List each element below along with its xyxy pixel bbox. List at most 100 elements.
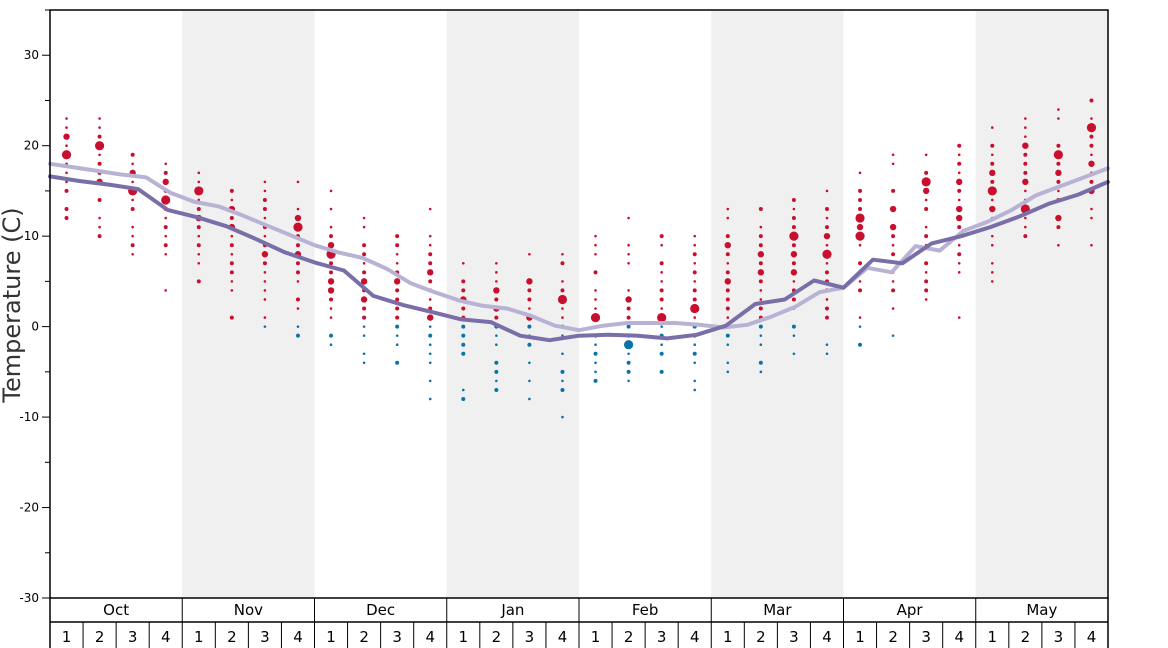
y-tick-label: 20 (24, 139, 39, 153)
data-point (461, 324, 466, 329)
data-point (792, 334, 796, 337)
data-point (823, 232, 831, 240)
data-point (757, 269, 765, 276)
data-point (824, 306, 829, 311)
data-point (461, 396, 466, 401)
data-point (362, 352, 366, 356)
data-point (693, 280, 697, 283)
data-point (957, 143, 962, 148)
data-point (924, 153, 928, 157)
data-point (725, 252, 730, 257)
data-point (461, 388, 465, 392)
month-shade (182, 10, 315, 598)
data-point (164, 162, 168, 166)
data-point (724, 278, 731, 285)
data-point (230, 234, 234, 238)
data-point (758, 279, 763, 284)
data-point (957, 261, 961, 265)
data-point (725, 333, 730, 338)
data-point (855, 231, 865, 241)
data-point (494, 387, 499, 392)
data-point (164, 216, 168, 220)
data-point (131, 180, 134, 184)
data-point (924, 288, 929, 293)
upper-trend-line (48, 161, 1110, 333)
month-label: Oct (103, 601, 129, 619)
data-point (790, 269, 798, 276)
data-point (758, 234, 763, 239)
data-point (956, 205, 963, 213)
data-point (858, 207, 863, 212)
data-point (98, 153, 101, 157)
data-point (362, 261, 366, 265)
data-point (395, 288, 400, 293)
data-point (1022, 178, 1029, 186)
data-point (725, 297, 730, 302)
data-point (1056, 161, 1061, 166)
data-point (428, 279, 433, 284)
data-point (461, 333, 466, 338)
week-label: 3 (525, 628, 535, 646)
data-point (693, 243, 697, 247)
data-point (64, 188, 69, 193)
data-point (626, 315, 631, 320)
data-point (428, 343, 432, 347)
data-point (65, 180, 68, 184)
data-point (924, 170, 929, 175)
data-point (294, 214, 302, 222)
week-label: 4 (293, 628, 303, 646)
data-point (891, 334, 895, 337)
data-point (230, 198, 234, 202)
data-point (362, 225, 366, 229)
data-point (693, 234, 697, 238)
data-point (362, 243, 367, 248)
data-point (759, 289, 763, 292)
week-label: 4 (558, 628, 568, 646)
trend-lines (48, 161, 1110, 343)
data-point (197, 234, 201, 238)
data-point (791, 225, 796, 230)
data-point (427, 269, 434, 276)
data-point (825, 343, 829, 347)
data-point (164, 252, 168, 256)
data-point (560, 288, 565, 293)
data-point (593, 351, 598, 356)
data-point (825, 216, 829, 220)
data-point (494, 297, 499, 302)
data-point (924, 198, 928, 202)
data-point (924, 261, 929, 266)
data-point (858, 316, 862, 319)
data-point (461, 306, 466, 311)
data-point (957, 153, 961, 157)
data-point (395, 324, 400, 329)
data-point (627, 216, 630, 220)
data-point (196, 225, 201, 230)
data-point (924, 225, 928, 229)
data-point (428, 298, 432, 301)
data-point (1022, 142, 1029, 149)
data-point (627, 261, 630, 265)
data-point (625, 296, 632, 303)
data-point (659, 261, 664, 266)
data-point (196, 243, 201, 248)
y-tick-label: 30 (24, 48, 39, 62)
data-point (329, 234, 334, 239)
data-point (428, 361, 432, 365)
data-point (924, 207, 929, 212)
month-label: Mar (763, 601, 792, 619)
data-point (461, 261, 465, 265)
data-point (990, 143, 995, 148)
data-point (758, 306, 763, 311)
data-point (262, 207, 267, 212)
data-point (990, 126, 994, 129)
data-point (295, 297, 300, 302)
month-label: Apr (897, 601, 924, 619)
week-label: 1 (591, 628, 601, 646)
data-point (131, 234, 134, 238)
data-point (594, 289, 597, 292)
data-point (1090, 207, 1093, 211)
data-point (196, 279, 201, 284)
data-point (428, 397, 432, 401)
data-point (627, 289, 630, 292)
data-point (293, 222, 303, 232)
